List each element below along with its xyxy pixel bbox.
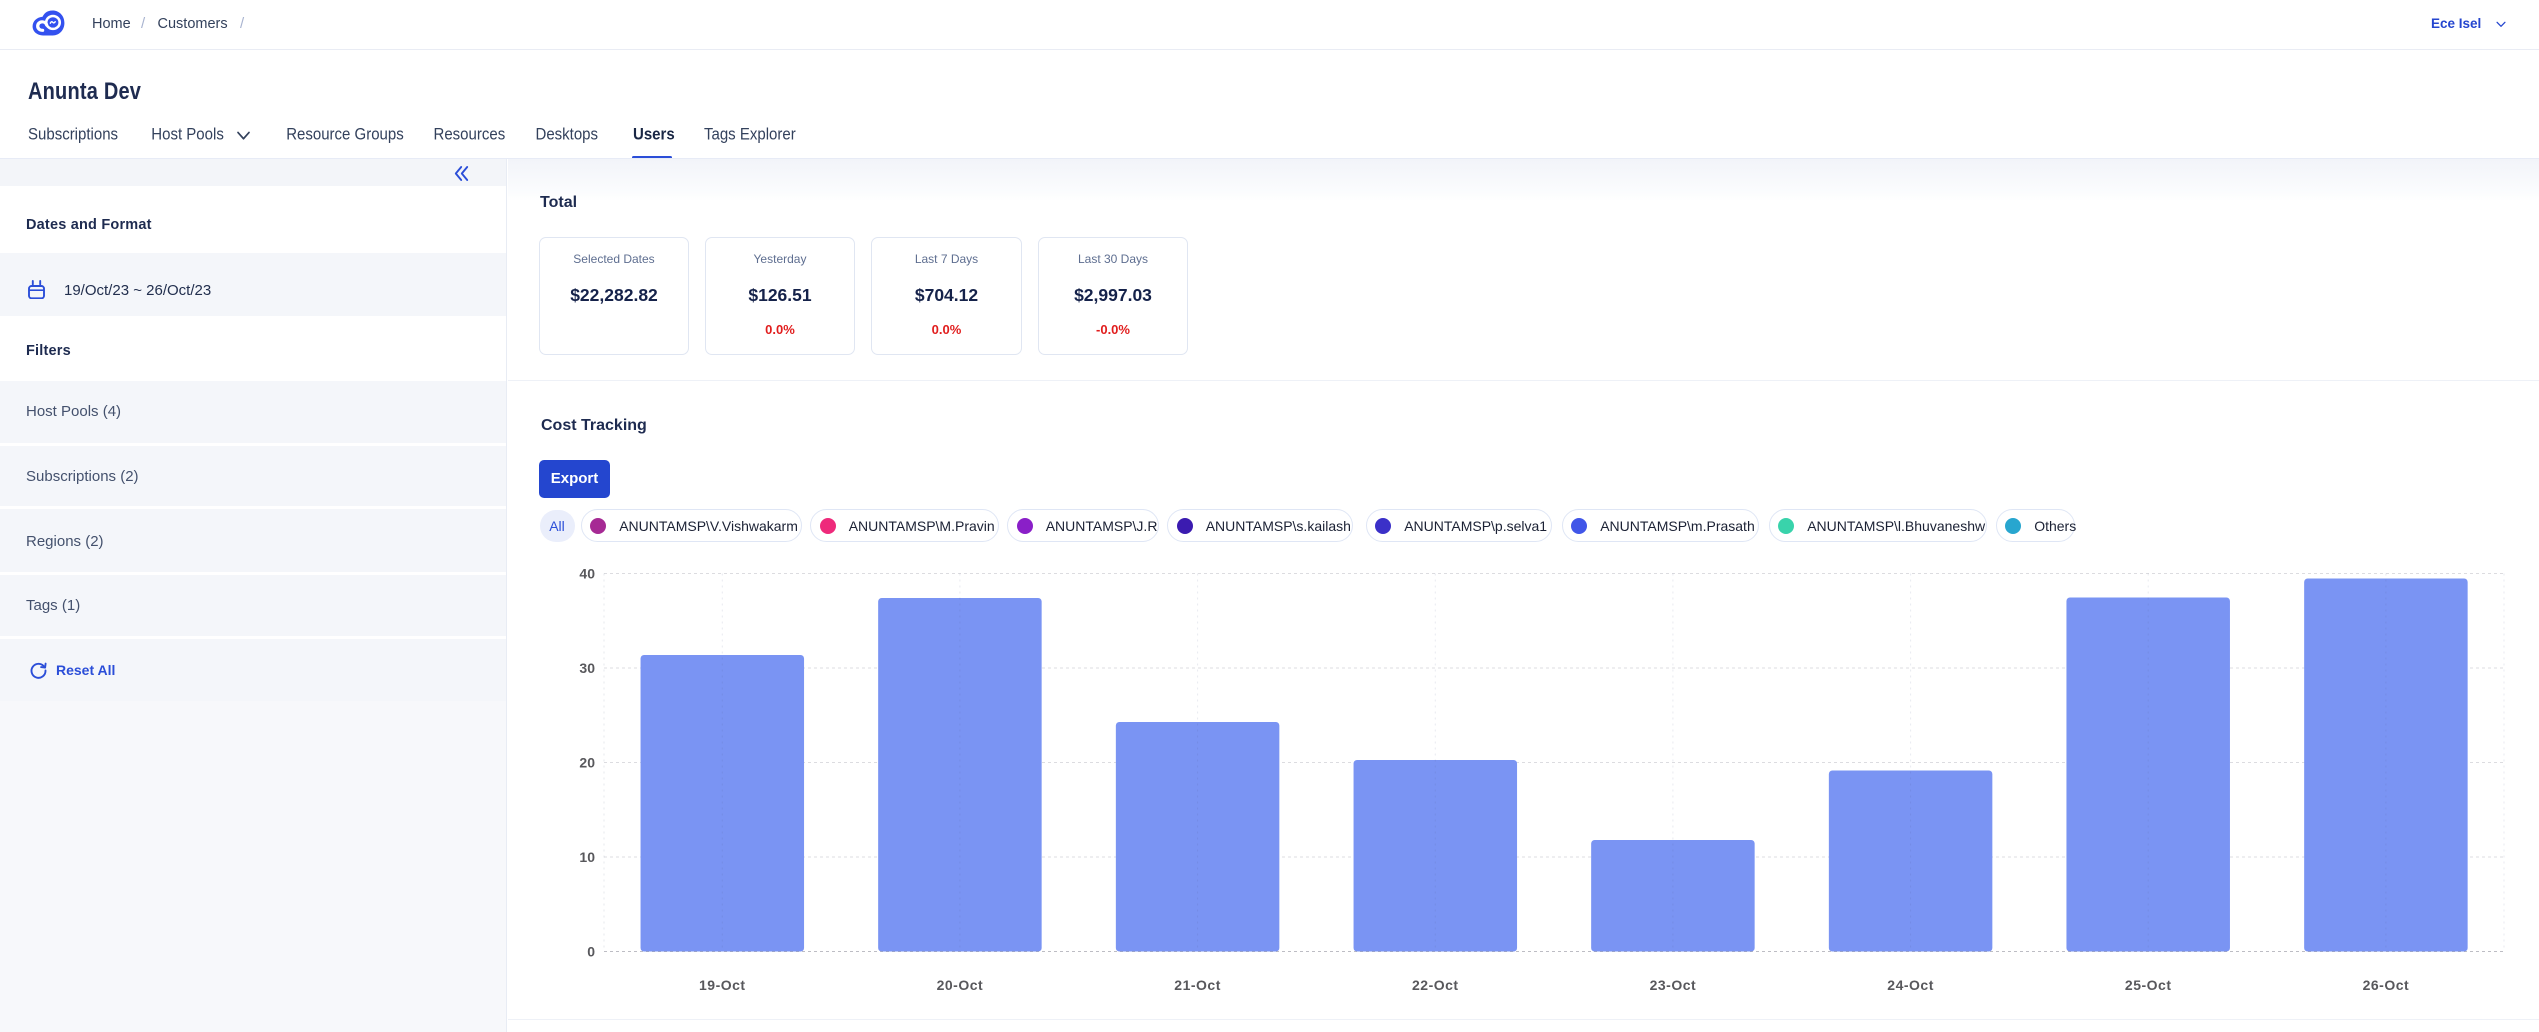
svg-text:23-Oct: 23-Oct [1650, 977, 1697, 993]
svg-text:10: 10 [579, 849, 595, 865]
svg-text:30: 30 [579, 660, 595, 676]
svg-text:24-Oct: 24-Oct [1887, 977, 1934, 993]
svg-text:22-Oct: 22-Oct [1412, 977, 1459, 993]
svg-text:20-Oct: 20-Oct [937, 977, 984, 993]
svg-text:20: 20 [579, 755, 595, 771]
svg-text:25-Oct: 25-Oct [2125, 977, 2172, 993]
svg-text:21-Oct: 21-Oct [1174, 977, 1221, 993]
svg-text:0: 0 [587, 944, 595, 960]
svg-text:26-Oct: 26-Oct [2363, 977, 2410, 993]
svg-text:40: 40 [579, 566, 595, 582]
svg-text:19-Oct: 19-Oct [699, 977, 746, 993]
